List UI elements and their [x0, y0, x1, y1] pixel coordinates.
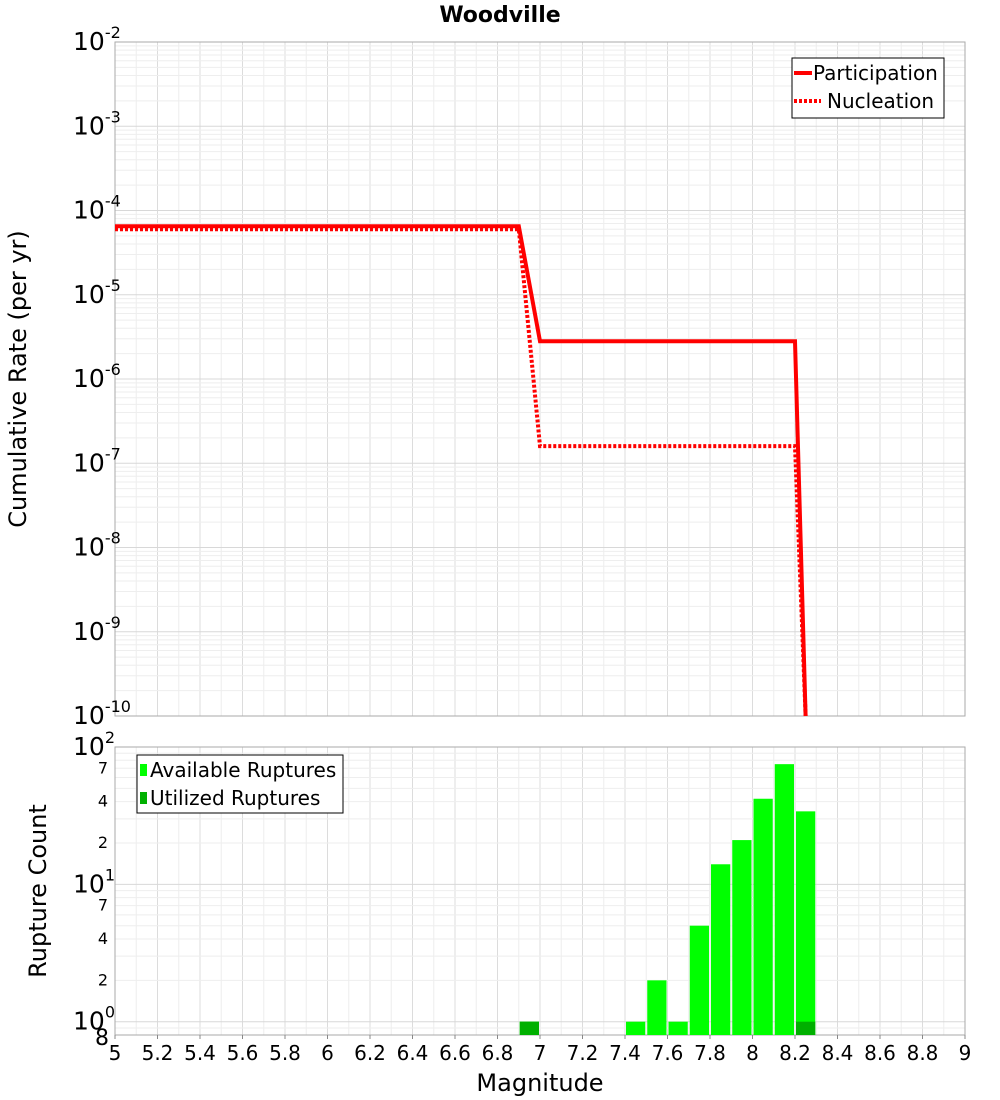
x-tick-label: 8.6: [864, 1041, 896, 1065]
top-y-ticks: 10-2 10-3 10-4 10-5 10-6 10-7 10-8 10-9 10-10: [73, 23, 131, 730]
y-tick-label: 10-8: [73, 529, 121, 562]
rupture-bars: [519, 764, 816, 1035]
x-tick-label: 8.2: [779, 1041, 811, 1065]
x-tick-label: 5.8: [269, 1041, 301, 1065]
bar-available-ruptures: [796, 811, 816, 1035]
legend-available-swatch: [140, 764, 147, 776]
top-legend-box: [791, 57, 945, 119]
x-tick-label: 6.8: [482, 1041, 514, 1065]
top-grid: [114, 42, 966, 717]
y-tick-label: 10-7: [73, 444, 121, 477]
y-tick-label: 102: [73, 728, 115, 761]
bar-available-ruptures: [711, 864, 731, 1035]
y-tick-label: 100: [73, 1003, 115, 1036]
top-legend: Participation Nucleation: [791, 57, 945, 119]
y-tick-label: 7: [98, 896, 108, 915]
y-tick-label: 101: [73, 865, 115, 898]
chart-title: Woodville: [439, 3, 560, 28]
bar-available-ruptures: [774, 764, 794, 1035]
x-tick-label: 5.2: [142, 1041, 174, 1065]
x-tick-label: 6.6: [439, 1041, 471, 1065]
bar-available-ruptures: [668, 1021, 688, 1035]
x-axis-label: Magnitude: [476, 1069, 603, 1097]
bar-utilized-ruptures: [796, 1021, 816, 1035]
legend-participation-label: Participation: [813, 61, 938, 85]
legend-utilized-swatch: [140, 792, 147, 804]
x-tick-label: 5: [109, 1041, 122, 1065]
top-plot-frame: [114, 41, 966, 717]
y-tick-label: 10-2: [73, 23, 121, 56]
series-line-participation: [115, 224, 808, 717]
y-tick-label: 10-10: [73, 697, 131, 730]
y-tick-label: 4: [98, 929, 108, 948]
x-tick-label: 5.4: [184, 1041, 216, 1065]
x-axis-ticks: 5 5.2 5.4 5.6 5.8 6 6.2 6.4 6.6 6.8 7 7.2 7.4 7.6 7.8 8…: [109, 1035, 972, 1065]
x-tick-label: 6.4: [397, 1041, 429, 1065]
x-tick-label: 6.2: [354, 1041, 386, 1065]
bar-available-ruptures: [626, 1021, 646, 1035]
bar-available-ruptures: [647, 980, 667, 1035]
bar-available-ruptures: [689, 925, 709, 1035]
bar-available-ruptures: [753, 798, 773, 1035]
x-tick-label: 9: [959, 1041, 972, 1065]
x-tick-label: 7.2: [567, 1041, 599, 1065]
x-tick-label: 7.6: [652, 1041, 684, 1065]
y-tick-label: 10-3: [73, 107, 121, 140]
top-y-axis-label: Cumulative Rate (per yr): [4, 230, 32, 528]
y-tick-label: 2: [98, 833, 108, 852]
y-tick-label: 10-5: [73, 276, 121, 309]
y-tick-label: 10-4: [73, 192, 121, 225]
legend-available-label: Available Ruptures: [150, 758, 336, 782]
legend-nucleation-label: Nucleation: [827, 89, 934, 113]
cumulative-rate-plot: 10-2 10-3 10-4 10-5 10-6 10-7 10-8 10-9 10-10 Cu…: [4, 23, 966, 730]
bar-available-ruptures: [732, 840, 752, 1035]
x-tick-label: 6: [321, 1041, 334, 1065]
x-tick-label: 7.8: [694, 1041, 726, 1065]
x-tick-label: 7.4: [609, 1041, 641, 1065]
x-tick-label: 7: [534, 1041, 547, 1065]
rate-series: [115, 224, 808, 717]
x-tick-label: 8.4: [822, 1041, 854, 1065]
y-tick-label: 8: [95, 1026, 109, 1051]
y-tick-label: 10-9: [73, 613, 121, 646]
bar-utilized-ruptures: [519, 1021, 539, 1035]
y-tick-label: 2: [98, 970, 108, 989]
bottom-legend-box: [136, 754, 344, 814]
bottom-legend: Available Ruptures Utilized Ruptures: [136, 754, 344, 814]
x-tick-label: 8: [746, 1041, 759, 1065]
series-line-nucleation: [115, 227, 808, 717]
y-tick-label: 10-6: [73, 360, 121, 393]
bottom-y-axis-label: Rupture Count: [24, 804, 52, 978]
y-tick-label: 7: [98, 758, 108, 777]
x-tick-label: 8.8: [907, 1041, 939, 1065]
x-tick-label: 5.6: [227, 1041, 259, 1065]
legend-utilized-label: Utilized Ruptures: [150, 786, 320, 810]
y-tick-label: 4: [98, 792, 108, 811]
